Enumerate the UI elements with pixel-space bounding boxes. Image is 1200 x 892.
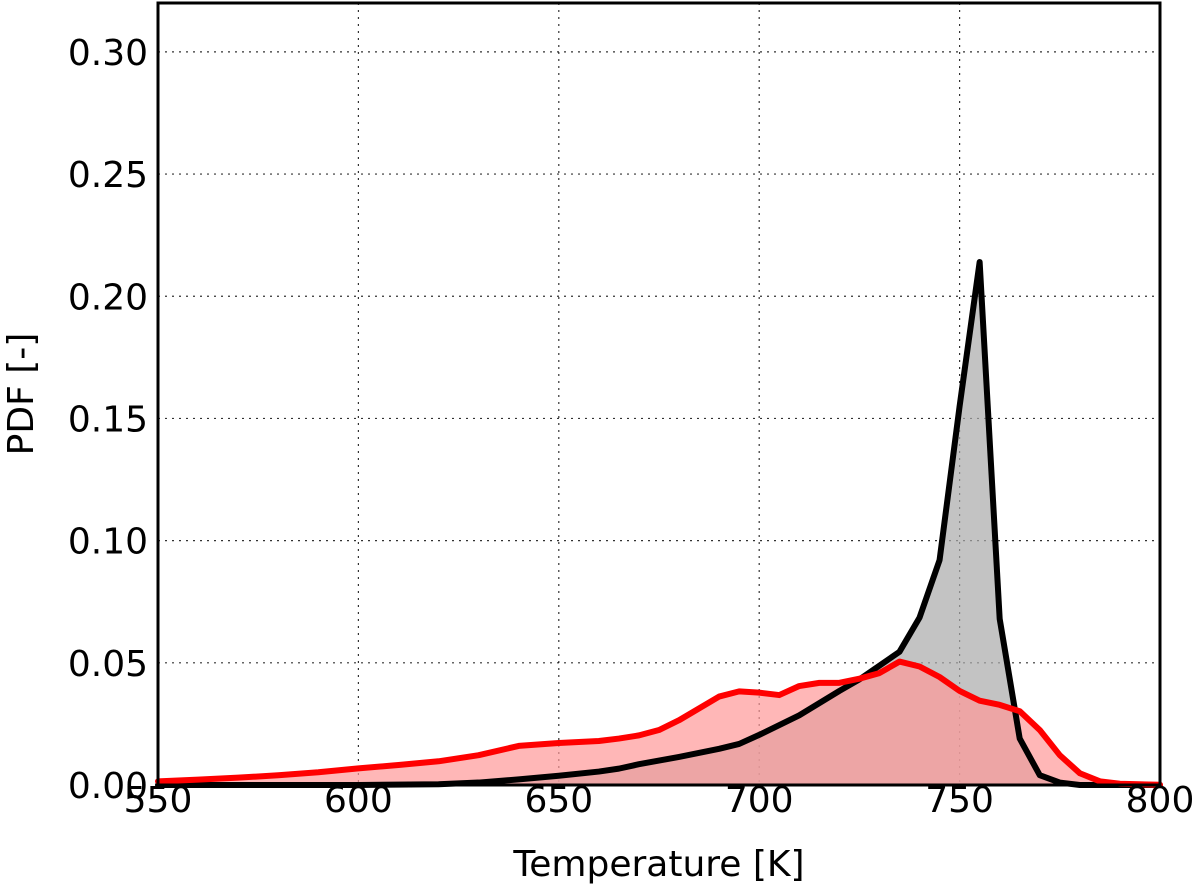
y-tick-label-2: 0.10 (68, 522, 148, 563)
x-tick-label-2: 650 (524, 780, 593, 821)
series-0-line (155, 259, 1163, 788)
y-tick-labels: 0.00 0.05 0.10 0.15 0.20 0.25 0.30 (68, 33, 148, 807)
x-tick-labels: 550 600 650 700 750 800 (124, 780, 1195, 821)
y-tick-label-0: 0.00 (68, 766, 148, 807)
x-tick-label-4: 750 (925, 780, 994, 821)
y-tick-label-6: 0.30 (68, 33, 148, 74)
x-tick-label-5: 800 (1126, 780, 1195, 821)
y-tick-label-3: 0.15 (68, 399, 148, 440)
plot-frame (156, 1, 1162, 787)
series-0-area (158, 262, 1160, 786)
series-1-area (158, 661, 1160, 785)
y-tick-label-4: 0.20 (68, 277, 148, 318)
x-tick-label-3: 700 (725, 780, 794, 821)
y-axis-label: PDF [-] (1, 333, 42, 456)
x-tick-label-1: 600 (324, 780, 393, 821)
x-axis-label: Temperature [K] (512, 844, 804, 885)
series-areas (158, 262, 1160, 786)
y-tick-label-1: 0.05 (68, 644, 148, 685)
y-tick-label-5: 0.25 (68, 155, 148, 196)
series-lines (155, 259, 1163, 788)
series-1-line (155, 658, 1163, 788)
x-tick-label-0: 550 (124, 780, 193, 821)
